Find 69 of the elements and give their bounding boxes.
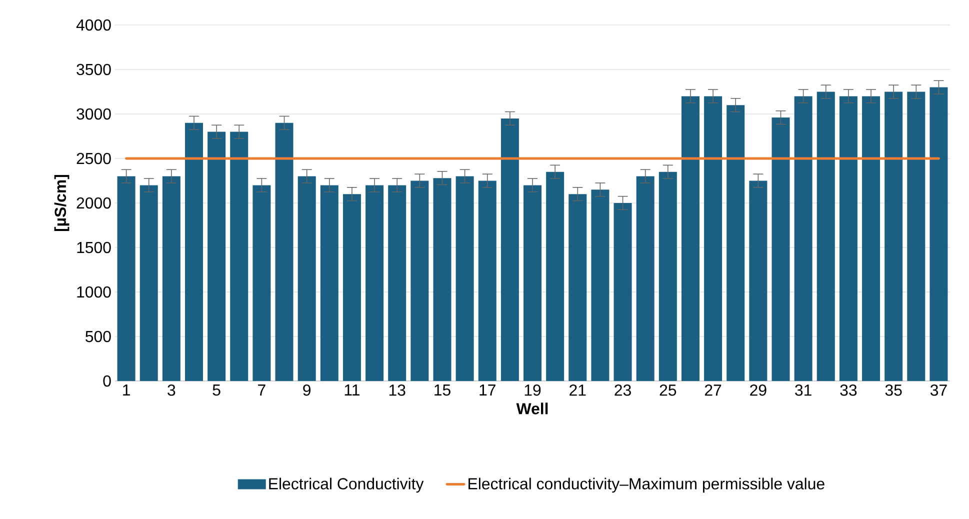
bar [726, 105, 745, 381]
bar [184, 122, 203, 381]
x-tick-label: 7 [258, 384, 266, 396]
x-tick-label: 33 [840, 384, 857, 396]
y-tick-label: 2000 [76, 197, 111, 209]
bar [117, 176, 136, 381]
bar [591, 190, 610, 381]
x-tick-label: 13 [389, 384, 406, 396]
y-tick-label: 3500 [76, 64, 111, 76]
y-tick-label: 0 [103, 375, 111, 387]
bar [839, 96, 858, 381]
bar [140, 185, 158, 381]
bar [907, 92, 926, 381]
x-tick-label: 37 [930, 384, 947, 396]
bar [772, 118, 790, 381]
bar [749, 180, 768, 381]
bar [862, 96, 880, 381]
bar [658, 172, 677, 381]
y-tick-label: 500 [86, 330, 111, 342]
x-tick-label: 3 [168, 384, 176, 396]
legend-label: Electrical Conductivity [269, 478, 424, 493]
y-tick-label: 2500 [76, 152, 111, 164]
bar [500, 118, 519, 381]
x-tick-label: 11 [344, 384, 360, 396]
x-tick-label: 23 [614, 384, 631, 396]
x-axis-title: Well [516, 402, 548, 414]
y-tick-label: 4000 [76, 19, 111, 31]
x-tick-label: 29 [750, 384, 766, 396]
bar [524, 185, 542, 381]
bar [456, 176, 474, 381]
bar [478, 180, 496, 381]
y-axis-title: [µS/cm] [54, 174, 70, 232]
x-tick-label: 31 [795, 384, 812, 396]
bar [320, 185, 338, 381]
bar [342, 194, 361, 381]
bar [366, 185, 384, 381]
y-tick-label: 1500 [77, 242, 111, 254]
bar [704, 96, 722, 381]
x-tick-label: 9 [303, 384, 311, 396]
y-tick-label: 3000 [76, 108, 111, 120]
bar [388, 185, 406, 381]
bar [794, 96, 812, 381]
x-tick-label: 27 [704, 384, 722, 396]
x-tick-label: 15 [434, 384, 450, 396]
bar [930, 87, 948, 381]
x-tick-label: 21 [570, 384, 586, 396]
bar [614, 202, 632, 381]
x-tick-label: 19 [524, 384, 541, 396]
bar [410, 180, 429, 381]
bar [230, 132, 248, 381]
legend-label: Electrical conductivity–Maximum permissible value [468, 478, 824, 493]
x-tick-label: 17 [480, 384, 496, 396]
x-tick-label: 35 [885, 384, 902, 396]
x-tick-label: 1 [123, 384, 130, 396]
x-tick-label: 5 [212, 384, 220, 396]
bar [546, 172, 564, 381]
x-tick-label: 25 [660, 384, 676, 396]
bar [252, 185, 271, 381]
bar [275, 122, 294, 381]
bar [884, 92, 903, 381]
bar [162, 176, 180, 381]
bar [433, 178, 452, 381]
y-tick-label: 1000 [77, 286, 111, 298]
bar [568, 194, 587, 381]
bar [298, 176, 316, 381]
bar [681, 96, 700, 381]
bar [208, 132, 226, 381]
bar [816, 92, 835, 381]
bar [636, 176, 654, 381]
